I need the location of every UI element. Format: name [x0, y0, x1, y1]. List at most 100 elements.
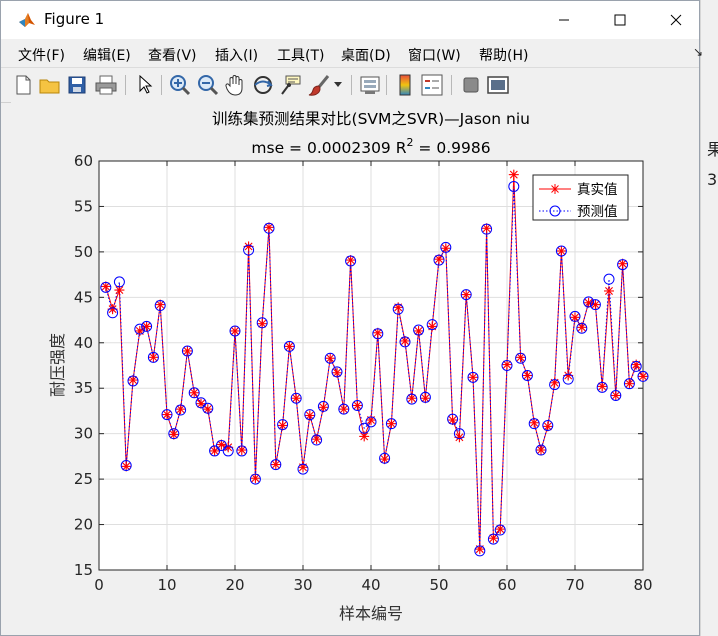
legend[interactable]: 真实值 预测值 [532, 174, 629, 221]
data-point-series-2 [433, 254, 445, 266]
data-point-series-1 [352, 400, 363, 411]
zoom-in-button[interactable] [168, 73, 192, 97]
data-point-series-2 [358, 422, 370, 434]
colorbar-icon [399, 74, 411, 96]
data-point-series-2 [474, 545, 486, 557]
data-point-series-2 [419, 391, 431, 403]
data-point-series-1 [434, 254, 444, 265]
data-point-series-2 [209, 445, 221, 457]
data-point-series-1 [325, 353, 336, 364]
data-point-series-2 [256, 317, 268, 329]
data-point-series-1 [400, 335, 410, 346]
y-tick-label: 20 [74, 516, 93, 534]
x-tick-label: 50 [429, 576, 448, 594]
data-point-series-2 [596, 381, 608, 393]
new-figure-button[interactable] [11, 73, 35, 97]
x-axis-label: 样本编号 [339, 604, 403, 623]
save-button[interactable] [65, 73, 89, 97]
data-point-series-2 [127, 375, 139, 387]
data-point-series-2 [453, 428, 465, 440]
maximize-icon [614, 14, 626, 26]
brush-icon [308, 75, 330, 96]
data-point-series-1 [576, 322, 587, 333]
brush-dropdown-button[interactable] [332, 73, 344, 97]
brush-button[interactable] [307, 73, 331, 97]
matlab-logo-icon [19, 13, 35, 27]
legend-label-series-2: 预测值 [577, 204, 618, 220]
rotate-3d-button[interactable] [251, 73, 275, 97]
data-point-series-2 [107, 307, 119, 319]
data-point-series-2 [637, 370, 649, 382]
link-plot-button[interactable] [358, 73, 382, 97]
data-point-series-1 [284, 341, 295, 352]
data-point-series-1 [291, 393, 302, 404]
data-point-series-1 [148, 352, 159, 363]
data-point-series-1 [202, 404, 213, 415]
menu-file[interactable]: 文件(F) [18, 48, 65, 64]
menu-overflow-icon[interactable]: ↘ [693, 45, 704, 59]
x-tick-label: 20 [225, 576, 244, 594]
pan-button[interactable] [223, 73, 247, 97]
data-point-series-2 [168, 428, 180, 440]
data-point-series-2 [515, 352, 527, 364]
data-point-series-2 [120, 459, 132, 471]
data-point-series-1 [597, 381, 608, 392]
data-point-series-2 [440, 241, 452, 253]
data-point-series-1 [542, 421, 553, 432]
menu-insert[interactable]: 插入(I) [215, 48, 259, 64]
legend-button[interactable] [420, 73, 444, 97]
data-point-series-1 [468, 372, 478, 383]
menu-tools[interactable]: 工具(T) [277, 48, 325, 64]
data-cursor-button[interactable] [279, 73, 303, 97]
data-point-series-2 [426, 319, 438, 331]
pointer-button[interactable] [133, 73, 157, 97]
y-axis-label: 耐压强度 [48, 333, 67, 397]
maximize-button[interactable] [597, 1, 643, 39]
minimize-button[interactable] [541, 1, 587, 39]
zoom-out-icon [198, 75, 219, 96]
data-point-series-1 [175, 404, 186, 415]
show-plot-tools-button[interactable] [486, 73, 510, 97]
data-point-series-2 [331, 366, 343, 378]
y-tick-label: 15 [74, 561, 93, 579]
data-point-series-2 [311, 434, 323, 446]
data-point-series-2 [154, 300, 166, 312]
data-point-series-2 [501, 360, 513, 371]
menu-view[interactable]: 查看(V) [148, 48, 197, 64]
close-button[interactable] [653, 1, 699, 39]
colorbar-button[interactable] [393, 73, 417, 97]
print-button[interactable] [94, 73, 118, 97]
toolbar-separator [161, 75, 162, 95]
data-cursor-icon [281, 75, 301, 95]
data-point-series-2 [188, 387, 200, 399]
hide-plot-tools-icon [463, 77, 479, 93]
window-title: Figure 1 [44, 10, 105, 28]
data-point-series-1 [128, 375, 138, 386]
data-point-series-1 [196, 398, 206, 409]
data-point-series-1 [155, 299, 166, 310]
show-plot-tools-icon [487, 76, 509, 94]
menu-edit[interactable]: 编辑(E) [83, 48, 131, 64]
data-point-series-2 [229, 325, 241, 337]
menu-window[interactable]: 窗口(W) [408, 48, 461, 64]
background-text-fragment: 3 [707, 170, 718, 189]
title-bar[interactable]: Figure 1 [1, 1, 699, 39]
link-plot-icon [360, 76, 380, 94]
data-point-series-2 [283, 340, 295, 352]
data-point-series-1 [406, 393, 417, 404]
menu-help[interactable]: 帮助(H) [479, 48, 529, 64]
x-tick-label: 0 [94, 576, 104, 594]
data-point-series-1 [495, 524, 506, 535]
x-tick-label: 80 [633, 576, 652, 594]
open-file-button[interactable] [38, 73, 62, 97]
data-point-series-2 [576, 322, 588, 334]
hide-plot-tools-button[interactable] [459, 73, 483, 97]
data-point-series-1 [610, 390, 621, 401]
subtitle-suffix: = 0.9986 [414, 139, 491, 157]
chart[interactable]: 0 10 20 30 40 50 60 70 80 15 20 25 30 35 40 45 50 55 60 训练… [11, 101, 699, 631]
y-tick-label: 25 [74, 470, 93, 488]
zoom-out-button[interactable] [196, 73, 220, 97]
figure-canvas[interactable]: 0 10 20 30 40 50 60 70 80 15 20 25 30 35 40 45 50 55 60 训练… [11, 101, 699, 631]
data-point-series-2 [249, 473, 261, 485]
menu-desktop[interactable]: 桌面(D) [341, 48, 391, 64]
